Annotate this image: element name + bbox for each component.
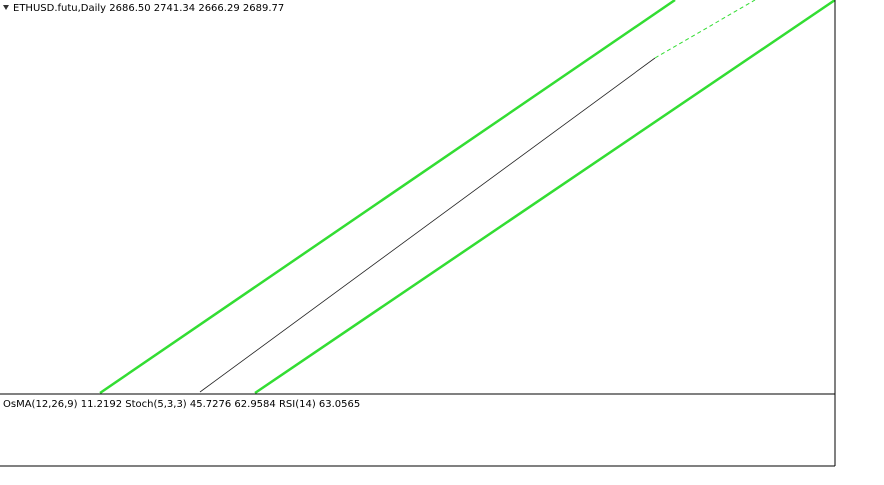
channel-upper	[99, 0, 676, 395]
title-icon	[3, 5, 9, 10]
trend-line	[199, 57, 656, 393]
channel-lower	[254, 0, 836, 395]
indicator-title: OsMA(12,26,9) 11.2192 Stoch(5,3,3) 45.72…	[3, 399, 360, 410]
trend-extension	[654, 0, 756, 59]
chart-title: ETHUSD.futu,Daily 2686.50 2741.34 2666.2…	[13, 3, 284, 14]
axes: ETHUSD.futu,Daily 2686.50 2741.34 2666.2…	[0, 0, 836, 467]
drawings	[99, 0, 836, 395]
